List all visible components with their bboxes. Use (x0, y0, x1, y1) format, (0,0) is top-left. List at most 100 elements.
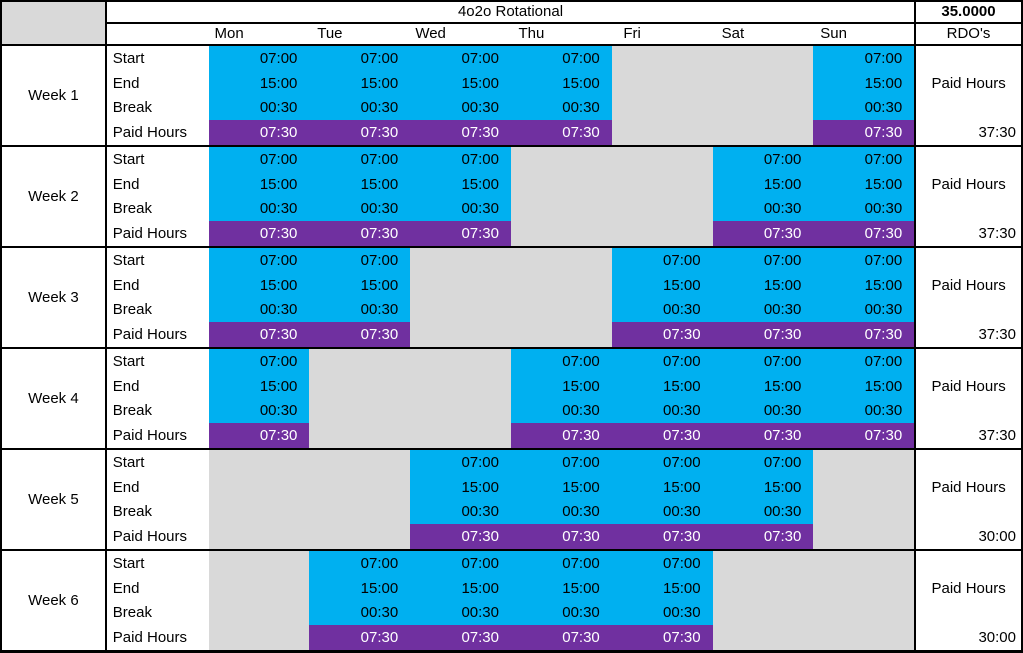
cell-w2-wed-start[interactable]: 07:00 (410, 147, 511, 172)
row-label-w1-start[interactable]: Start (112, 49, 145, 67)
cell-w3-fri-end[interactable]: 15:00 (611, 272, 713, 298)
cell-w5-mon-start[interactable] (208, 450, 310, 475)
cell-w2-wed-break[interactable]: 00:30 (410, 196, 511, 222)
cell-w5-wed-end[interactable]: 15:00 (410, 474, 511, 500)
week-total-w4[interactable]: 37:30 (978, 427, 1016, 445)
cell-w3-tue-break[interactable]: 00:30 (309, 297, 411, 323)
day-header-thu[interactable]: Thu (518, 25, 545, 42)
cell-w2-sun-paid[interactable]: 07:30 (813, 221, 915, 246)
cell-w2-sat-start[interactable]: 07:00 (712, 147, 814, 172)
cell-w2-wed-paid[interactable]: 07:30 (410, 221, 511, 246)
cell-w2-thu-break[interactable] (510, 196, 612, 222)
cell-w2-fri-paid[interactable] (611, 221, 713, 246)
cell-w3-wed-paid[interactable] (410, 322, 511, 347)
cell-w2-fri-start[interactable] (611, 147, 713, 172)
cell-w2-thu-start[interactable] (510, 147, 612, 172)
cell-w5-sat-break[interactable]: 00:30 (712, 499, 814, 525)
day-header-sat[interactable]: Sat (721, 25, 745, 42)
row-label-w2-end[interactable]: End (112, 175, 140, 193)
cell-w6-mon-end[interactable] (208, 575, 310, 601)
cell-w4-sat-start[interactable]: 07:00 (712, 349, 814, 374)
cell-w6-fri-break[interactable]: 00:30 (611, 600, 713, 626)
cell-w1-sat-start[interactable] (712, 46, 814, 71)
row-label-w1-break[interactable]: Break (112, 99, 152, 117)
cell-w3-fri-start[interactable]: 07:00 (611, 248, 713, 273)
cell-w5-tue-break[interactable] (309, 499, 411, 525)
cell-w1-mon-break[interactable]: 00:30 (208, 95, 310, 121)
cell-w5-tue-start[interactable] (309, 450, 411, 475)
cell-w4-tue-paid[interactable] (309, 423, 411, 448)
cell-w3-tue-start[interactable]: 07:00 (309, 248, 411, 273)
cell-w4-mon-break[interactable]: 00:30 (208, 398, 310, 424)
cell-w4-fri-end[interactable]: 15:00 (611, 373, 713, 399)
cell-w5-fri-start[interactable]: 07:00 (611, 450, 713, 475)
cell-w4-tue-start[interactable] (309, 349, 411, 374)
cell-w6-sat-break[interactable] (712, 600, 814, 626)
cell-w3-thu-break[interactable] (510, 297, 612, 323)
cell-w5-sun-start[interactable] (813, 450, 915, 475)
cell-w1-thu-start[interactable]: 07:00 (510, 46, 612, 71)
cell-w5-thu-end[interactable]: 15:00 (510, 474, 612, 500)
week-label-1[interactable]: Week 1 (2, 46, 107, 145)
cell-w4-tue-break[interactable] (309, 398, 411, 424)
day-header-wed[interactable]: Wed (415, 25, 446, 42)
row-label-w3-start[interactable]: Start (112, 251, 145, 269)
row-label-w5-break[interactable]: Break (112, 503, 152, 521)
weekly-hours-value[interactable]: 35.0000 (916, 2, 1021, 24)
cell-w1-sun-end[interactable]: 15:00 (813, 70, 915, 96)
cell-w1-tue-start[interactable]: 07:00 (309, 46, 411, 71)
cell-w1-sat-paid[interactable] (712, 120, 814, 145)
cell-w1-tue-break[interactable]: 00:30 (309, 95, 411, 121)
cell-w1-tue-end[interactable]: 15:00 (309, 70, 411, 96)
cell-w5-fri-paid[interactable]: 07:30 (611, 524, 713, 549)
cell-w2-mon-start[interactable]: 07:00 (208, 147, 310, 172)
cell-w6-fri-paid[interactable]: 07:30 (611, 625, 713, 650)
cell-w4-tue-end[interactable] (309, 373, 411, 399)
cell-w6-wed-start[interactable]: 07:00 (410, 551, 511, 576)
day-header-sun[interactable]: Sun (820, 25, 847, 42)
cell-w5-sat-start[interactable]: 07:00 (712, 450, 814, 475)
cell-w4-mon-paid[interactable]: 07:30 (208, 423, 310, 448)
cell-w3-wed-break[interactable] (410, 297, 511, 323)
cell-w2-sat-paid[interactable]: 07:30 (712, 221, 814, 246)
cell-w2-mon-paid[interactable]: 07:30 (208, 221, 310, 246)
cell-w2-fri-end[interactable] (611, 171, 713, 197)
cell-w2-thu-end[interactable] (510, 171, 612, 197)
cell-w4-sun-paid[interactable]: 07:30 (813, 423, 915, 448)
cell-w5-sat-end[interactable]: 15:00 (712, 474, 814, 500)
cell-w4-thu-paid[interactable]: 07:30 (510, 423, 612, 448)
row-label-w2-start[interactable]: Start (112, 150, 145, 168)
cell-w1-sat-end[interactable] (712, 70, 814, 96)
cell-w5-thu-paid[interactable]: 07:30 (510, 524, 612, 549)
cell-w5-thu-start[interactable]: 07:00 (510, 450, 612, 475)
week-total-w3[interactable]: 37:30 (978, 326, 1016, 344)
row-label-w4-paid[interactable]: Paid Hours (112, 427, 187, 445)
paid-hours-label-w1[interactable]: Paid Hours (931, 74, 1006, 92)
cell-w6-thu-break[interactable]: 00:30 (510, 600, 612, 626)
cell-w5-mon-paid[interactable] (208, 524, 310, 549)
row-label-w5-end[interactable]: End (112, 478, 140, 496)
row-label-w5-paid[interactable]: Paid Hours (112, 528, 187, 546)
cell-w5-mon-break[interactable] (208, 499, 310, 525)
cell-w1-thu-end[interactable]: 15:00 (510, 70, 612, 96)
cell-w4-fri-break[interactable]: 00:30 (611, 398, 713, 424)
week-label-4[interactable]: Week 4 (2, 349, 107, 448)
cell-w4-sun-end[interactable]: 15:00 (813, 373, 915, 399)
cell-w3-mon-paid[interactable]: 07:30 (208, 322, 310, 347)
cell-w4-mon-start[interactable]: 07:00 (208, 349, 310, 374)
row-label-w3-break[interactable]: Break (112, 301, 152, 319)
cell-w1-mon-end[interactable]: 15:00 (208, 70, 310, 96)
week-label-2[interactable]: Week 2 (2, 147, 107, 246)
cell-w6-mon-break[interactable] (208, 600, 310, 626)
cell-w4-wed-paid[interactable] (410, 423, 511, 448)
cell-w6-sat-end[interactable] (712, 575, 814, 601)
cell-w1-wed-break[interactable]: 00:30 (410, 95, 511, 121)
cell-w2-sat-end[interactable]: 15:00 (712, 171, 814, 197)
cell-w6-fri-end[interactable]: 15:00 (611, 575, 713, 601)
cell-w6-tue-end[interactable]: 15:00 (309, 575, 411, 601)
cell-w3-fri-paid[interactable]: 07:30 (611, 322, 713, 347)
cell-w3-thu-start[interactable] (510, 248, 612, 273)
cell-w2-tue-break[interactable]: 00:30 (309, 196, 411, 222)
cell-w3-sat-paid[interactable]: 07:30 (712, 322, 814, 347)
cell-w5-thu-break[interactable]: 00:30 (510, 499, 612, 525)
